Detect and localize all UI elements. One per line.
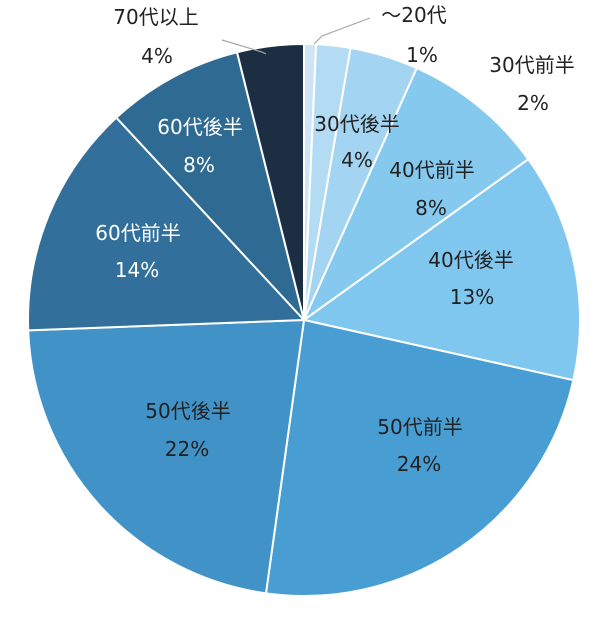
slice-label-8-name: 60代後半 [157, 115, 242, 139]
pie-slice-7 [27, 116, 307, 332]
leader-line-70s [221, 39, 267, 55]
slice-label-8-value: 8% [183, 153, 215, 177]
slice-label-0-value: 1% [406, 43, 438, 67]
slice-label-1-value: 2% [517, 91, 549, 115]
slice-label-9-value: 4% [141, 44, 173, 68]
slice-label-5-value: 24% [397, 452, 441, 476]
slice-label-6-value: 22% [165, 437, 209, 461]
slice-label-3-name: 40代前半 [389, 158, 474, 182]
slice-label-0-name: 〜20代 [381, 3, 446, 27]
slice-label-7-value: 14% [115, 258, 159, 282]
pie-slices [27, 42, 581, 597]
leader-line-under20 [313, 17, 371, 45]
pie-slice-4 [301, 157, 581, 382]
slice-label-1-name: 30代前半 [489, 53, 574, 77]
slice-label-2-name: 30代後半 [314, 112, 399, 136]
slice-label-9-name: 70代以上 [113, 5, 198, 29]
slice-labels: 〜20代 1% 30代前半 2% 30代後半 4% 40代前半 8% 40代後半… [95, 3, 574, 476]
slice-label-2-value: 4% [341, 148, 373, 172]
pie-slice-3 [301, 66, 530, 323]
pie-slice-8 [114, 51, 305, 321]
slice-label-7-name: 60代前半 [95, 221, 180, 245]
slice-label-4-name: 40代後半 [428, 248, 513, 272]
slice-label-5-name: 50代前半 [377, 415, 462, 439]
pie-slice-6 [27, 318, 306, 595]
slice-label-3-value: 8% [415, 196, 447, 220]
pie-slice-9 [235, 42, 305, 321]
pie-slice-5 [264, 318, 575, 597]
slice-label-6-name: 50代後半 [145, 399, 230, 423]
leader-lines [221, 17, 371, 55]
slice-label-4-value: 13% [450, 285, 494, 309]
